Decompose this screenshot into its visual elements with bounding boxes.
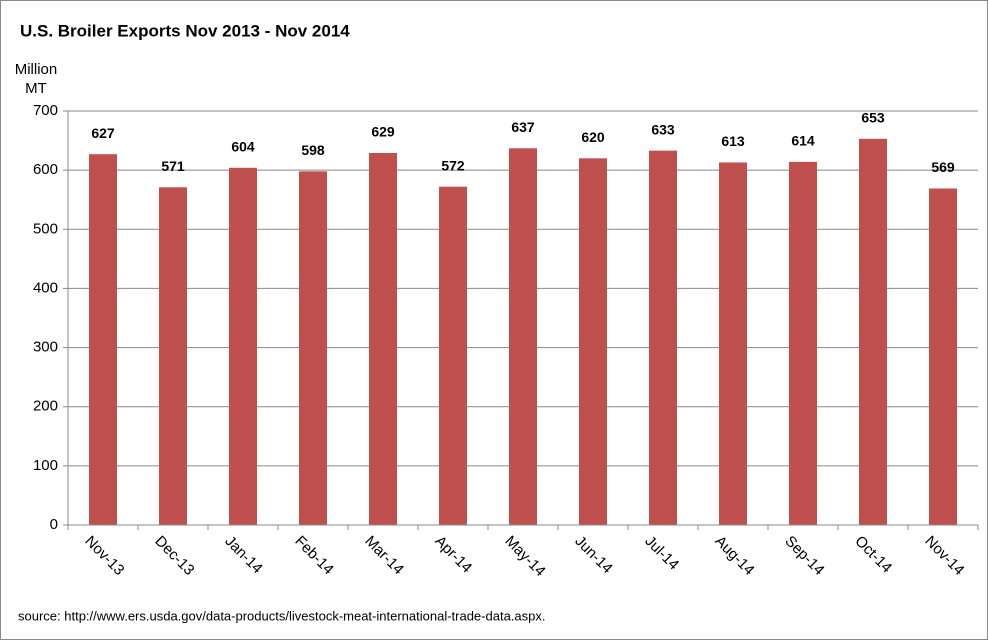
bar [159, 187, 187, 525]
data-label: 613 [721, 133, 745, 149]
source-note: source: http://www.ers.usda.gov/data-pro… [18, 608, 545, 623]
data-label: 614 [791, 133, 815, 149]
y-tick-label: 700 [33, 102, 58, 119]
data-label: 571 [161, 158, 185, 174]
bar [649, 150, 677, 525]
bar [719, 162, 747, 525]
y-tick-label: 400 [33, 279, 58, 296]
data-label: 598 [301, 142, 325, 158]
bar [89, 154, 117, 525]
data-label: 572 [441, 157, 465, 173]
data-label: 627 [91, 125, 115, 141]
bar [579, 158, 607, 526]
y-tick-label: 100 [33, 457, 58, 474]
data-label: 620 [581, 129, 605, 145]
data-label: 604 [231, 138, 255, 154]
y-tick-label: 200 [33, 398, 58, 415]
bar [509, 148, 537, 525]
data-label: 637 [511, 119, 535, 135]
data-label: 569 [931, 159, 955, 175]
y-axis-label: Million MT [14, 61, 58, 97]
data-label: 653 [861, 110, 885, 126]
chart-title: U.S. Broiler Exports Nov 2013 - Nov 2014 [20, 21, 350, 40]
bar [229, 167, 257, 525]
y-tick-label: 500 [33, 220, 58, 237]
data-label: 633 [651, 121, 675, 137]
bar [369, 152, 397, 525]
bar [929, 188, 957, 525]
data-label: 629 [371, 124, 395, 140]
bar [859, 138, 887, 525]
bar [439, 186, 467, 525]
y-tick-label: 300 [33, 339, 58, 356]
bar [299, 171, 327, 525]
y-tick-label: 600 [33, 161, 58, 178]
bar [789, 161, 817, 525]
y-tick-label: 0 [50, 516, 58, 533]
